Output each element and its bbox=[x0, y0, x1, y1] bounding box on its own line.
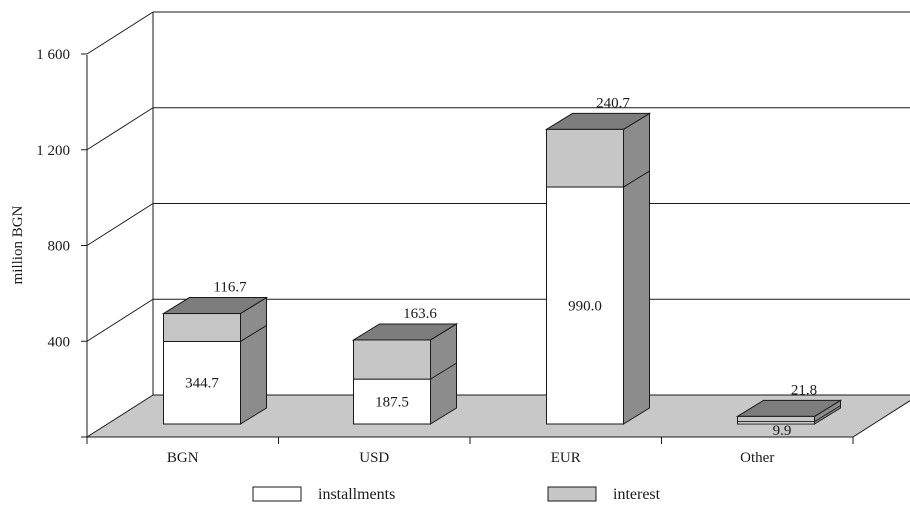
x-tick-label: Other bbox=[740, 450, 774, 466]
bar-side-divider bbox=[430, 362, 457, 380]
bar-interest bbox=[737, 415, 815, 423]
gridline-side bbox=[86, 11, 154, 55]
bar-stack-bgn bbox=[161, 296, 269, 425]
bar-interest bbox=[163, 313, 241, 342]
bar-side-divider bbox=[814, 405, 841, 423]
bar-side-divider bbox=[240, 325, 267, 342]
data-labels: 344.7 116.7 187.5 163.6 990.0 240.7 9.9 21.8 bbox=[185, 95, 817, 439]
legend-item: installments bbox=[252, 486, 395, 503]
gridline-side bbox=[86, 203, 154, 246]
bars bbox=[161, 112, 843, 425]
x-tick-label: USD bbox=[359, 450, 389, 466]
bar-stack-other bbox=[735, 399, 843, 425]
bar-side bbox=[430, 323, 457, 425]
label-interest: 240.7 bbox=[596, 95, 630, 111]
bar-installments bbox=[353, 378, 431, 425]
y-tick-label: 400 bbox=[48, 334, 71, 350]
bar-stack-usd bbox=[351, 323, 459, 425]
chart-walls bbox=[86, 11, 910, 437]
label-installments: 9.9 bbox=[773, 423, 792, 439]
y-tick-label: 1 600 bbox=[36, 47, 70, 63]
gridline-side bbox=[86, 107, 154, 151]
bar-side bbox=[240, 296, 267, 425]
legend-label: interest bbox=[613, 486, 661, 503]
legend-item: interest bbox=[547, 486, 661, 503]
y-axis-title: million BGN bbox=[10, 205, 26, 284]
label-installments: 990.0 bbox=[568, 299, 602, 315]
label-interest: 163.6 bbox=[403, 306, 437, 322]
legend: installments interest bbox=[252, 486, 661, 503]
bar-installments bbox=[546, 186, 624, 425]
x-tick-label: BGN bbox=[167, 450, 199, 466]
bar-side bbox=[623, 112, 650, 425]
legend-swatch bbox=[252, 486, 302, 502]
label-installments: 187.5 bbox=[375, 395, 409, 411]
bar-interest bbox=[353, 339, 431, 380]
bar-installments bbox=[163, 340, 241, 425]
legend-swatch bbox=[547, 486, 597, 502]
bar-stack-eur bbox=[544, 112, 652, 425]
label-installments: 344.7 bbox=[185, 376, 219, 392]
legend-label: installments bbox=[318, 486, 395, 503]
y-tick-label: 1 200 bbox=[36, 143, 70, 159]
bar-side-divider bbox=[623, 170, 650, 188]
label-interest: 116.7 bbox=[213, 280, 247, 296]
y-axis: 400 800 1 200 1 600 bbox=[36, 47, 87, 438]
bar-interest bbox=[546, 128, 624, 188]
label-interest: 21.8 bbox=[791, 382, 817, 398]
y-tick-label: 800 bbox=[48, 239, 71, 255]
x-axis: BGN USD EUR Other bbox=[86, 436, 854, 466]
gridline-side bbox=[86, 298, 154, 342]
x-tick-label: EUR bbox=[551, 450, 581, 466]
